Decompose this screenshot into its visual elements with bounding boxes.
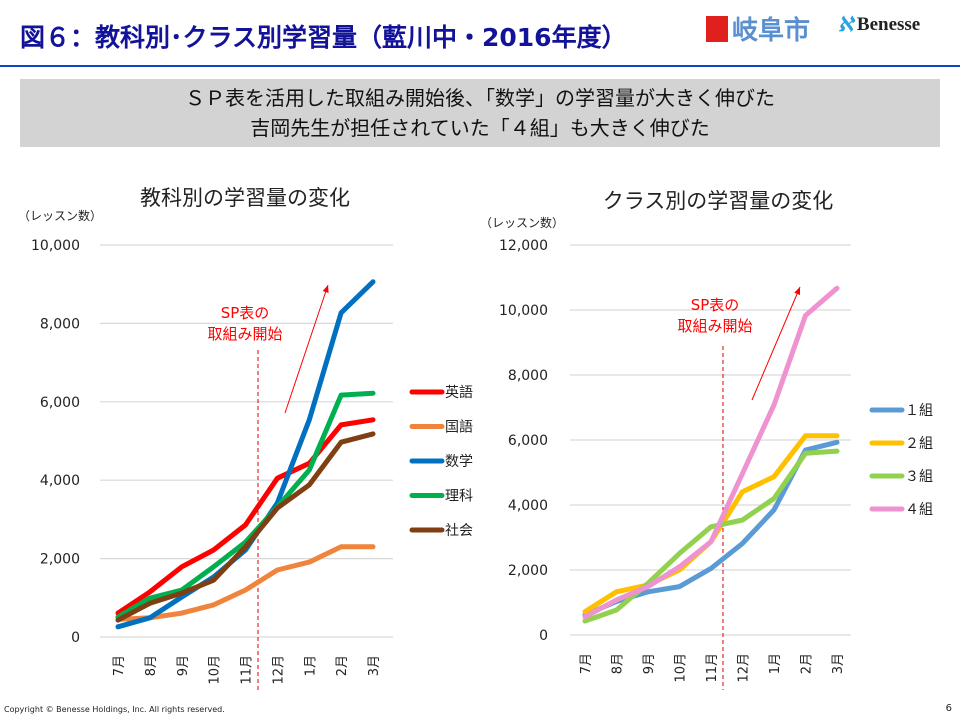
page-title: 図６：教科別･クラス別学習量（藍川中・2016年度） (20, 23, 627, 52)
chart2-legend-label: ４組 (905, 502, 933, 518)
chart2-growth-arrow (751, 286, 801, 401)
chart2-x-tick-label: 10月 (674, 653, 689, 683)
chart2-legend-label: ２組 (905, 436, 933, 452)
chart2-x-tick-label: 12月 (737, 653, 752, 683)
chart1-x-tick-label: 8月 (144, 655, 159, 676)
chart1-x-tick-label: 11月 (240, 655, 255, 685)
title-divider (0, 65, 960, 67)
chart1-y-tick-label: 10,000 (31, 238, 80, 254)
chart1-x-tick-label: 10月 (208, 655, 223, 685)
chart1-legend-label: 英語 (445, 384, 473, 401)
chart2-x-tick-label: 11月 (705, 653, 720, 683)
gifu-city-logo: 岐阜市 (706, 10, 810, 47)
chart1-legend-label: 理科 (445, 489, 473, 505)
chart2-x-tick-label: 9月 (642, 653, 657, 674)
copyright: Copyright © Benesse Holdings, Inc. All r… (4, 705, 225, 714)
chart1-annotation-line-2: 取組み開始 (207, 325, 282, 343)
chart1-x-tick-label: 2月 (335, 655, 350, 676)
gifu-emblem-icon (706, 15, 728, 42)
chart1-x-tick-label: 12月 (271, 655, 286, 685)
chart2-annotation-line-2: 取組み開始 (677, 317, 752, 335)
chart1-legend-label: 社会 (445, 523, 473, 539)
summary-line-1: ＳＰ表を活用した取組み開始後、「数学」の学習量が大きく伸びた (185, 86, 775, 110)
chart1-x-tick-label: 7月 (112, 655, 127, 676)
chart1-y-tick-label: 0 (71, 630, 80, 646)
chart2-y-tick-label: 2,000 (508, 563, 548, 579)
chart2-title: クラス別の学習量の変化 (603, 189, 834, 213)
summary-line-2: 吉岡先生が担任されていた「４組」も大きく伸びた (250, 116, 710, 140)
chart2-x-tick-label: 1月 (768, 653, 783, 674)
chart1-y-tick-label: 4,000 (40, 473, 80, 489)
chart1-growth-arrow (284, 284, 329, 414)
benesse-mark-icon: ℵ (838, 14, 853, 36)
chart2-y-tick-label: 8,000 (508, 368, 548, 384)
chart1-y-axis-label: （レッスン数） (18, 208, 102, 223)
chart1-x-tick-label: 9月 (176, 655, 191, 676)
chart1-annotation-line-1: SP表の (221, 304, 270, 322)
benesse-logo: ℵ Benesse (838, 12, 920, 37)
chart1-series-line-2 (115, 544, 376, 622)
chart2-legend-label: ３組 (905, 469, 933, 485)
chart2-legend-label: １組 (905, 403, 933, 419)
chart1-growth-arrow-head (322, 285, 329, 293)
chart1-y-tick-label: 6,000 (40, 395, 80, 411)
summary-box: ＳＰ表を活用した取組み開始後、「数学」の学習量が大きく伸びた 吉岡先生が担任され… (20, 79, 940, 147)
chart2-y-tick-label: 6,000 (508, 433, 548, 449)
chart2-y-tick-label: 0 (539, 628, 548, 644)
benesse-logo-text: Benesse (856, 13, 921, 35)
chart1-x-tick-label: 3月 (367, 655, 382, 676)
chart1-legend-label: 数学 (445, 454, 473, 470)
chart2-y-tick-label: 4,000 (508, 498, 548, 514)
page-number: 6 (945, 703, 952, 714)
chart1-x-tick-label: 1月 (303, 655, 318, 676)
chart1-y-tick-label: 8,000 (40, 316, 80, 332)
chart1-title: 教科別の学習量の変化 (140, 186, 350, 210)
chart1-series-line-4 (115, 390, 376, 620)
chart2-y-axis-label: （レッスン数） (480, 215, 564, 230)
chart2-growth-arrow-head (794, 287, 800, 295)
chart1-legend-label: 国語 (445, 420, 473, 436)
gifu-logo-text: 岐阜市 (732, 16, 811, 46)
chart2-x-tick-label: 8月 (611, 653, 626, 674)
chart2-annotation-line-1: SP表の (691, 296, 740, 314)
chart2-x-tick-label: 2月 (800, 653, 815, 674)
chart2-x-tick-label: 7月 (579, 653, 594, 674)
chart2-y-tick-label: 10,000 (499, 303, 548, 319)
chart2-x-tick-label: 3月 (831, 653, 846, 674)
chart2-y-tick-label: 12,000 (499, 238, 548, 254)
chart1-y-tick-label: 2,000 (40, 552, 80, 568)
